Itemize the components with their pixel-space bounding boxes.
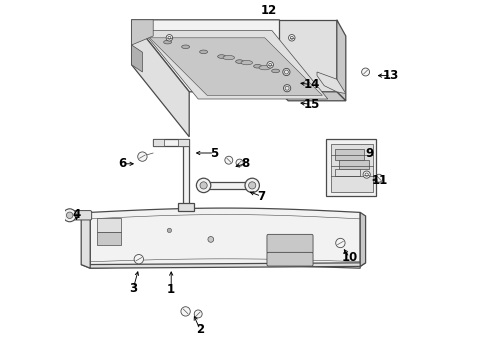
Polygon shape [326, 139, 376, 196]
Polygon shape [132, 45, 143, 72]
Polygon shape [143, 31, 328, 99]
Circle shape [196, 178, 211, 193]
Text: 3: 3 [129, 282, 138, 294]
Text: 9: 9 [365, 147, 373, 159]
Polygon shape [337, 20, 346, 101]
Polygon shape [153, 139, 189, 146]
Polygon shape [98, 218, 121, 232]
Polygon shape [360, 212, 366, 266]
Polygon shape [331, 144, 373, 192]
Circle shape [245, 178, 259, 193]
Polygon shape [178, 139, 189, 146]
Polygon shape [90, 208, 360, 268]
Polygon shape [98, 232, 121, 245]
Text: 11: 11 [372, 174, 388, 186]
Polygon shape [335, 169, 360, 176]
Polygon shape [132, 20, 153, 45]
Polygon shape [339, 160, 369, 169]
Text: 10: 10 [341, 251, 358, 264]
Ellipse shape [182, 45, 190, 49]
Circle shape [225, 156, 233, 164]
Text: 14: 14 [303, 78, 320, 91]
Circle shape [336, 238, 345, 248]
Circle shape [283, 68, 290, 76]
Ellipse shape [164, 40, 171, 44]
Text: 2: 2 [196, 323, 204, 336]
Ellipse shape [236, 60, 244, 63]
Circle shape [375, 174, 383, 182]
Circle shape [167, 228, 171, 233]
Text: 13: 13 [383, 69, 399, 82]
Polygon shape [132, 20, 337, 92]
Polygon shape [149, 38, 322, 95]
Polygon shape [204, 182, 252, 189]
Polygon shape [279, 92, 346, 101]
Circle shape [284, 85, 291, 92]
Circle shape [194, 310, 202, 318]
Circle shape [67, 212, 73, 219]
Ellipse shape [254, 64, 262, 68]
Polygon shape [132, 20, 189, 137]
Circle shape [138, 152, 147, 161]
Ellipse shape [259, 66, 270, 70]
Text: 6: 6 [119, 157, 127, 170]
Polygon shape [153, 139, 164, 146]
Circle shape [363, 171, 370, 178]
Polygon shape [317, 72, 346, 94]
Circle shape [166, 35, 172, 41]
Text: 12: 12 [260, 4, 276, 17]
Polygon shape [335, 149, 364, 160]
Circle shape [267, 62, 273, 68]
FancyBboxPatch shape [69, 211, 92, 220]
Ellipse shape [223, 55, 235, 60]
Polygon shape [81, 212, 90, 268]
Circle shape [289, 35, 295, 41]
FancyBboxPatch shape [267, 234, 313, 253]
Circle shape [134, 255, 144, 264]
Text: 15: 15 [303, 98, 320, 111]
Circle shape [362, 68, 369, 76]
Circle shape [248, 182, 256, 189]
Text: 4: 4 [73, 208, 81, 221]
Ellipse shape [271, 69, 280, 73]
Polygon shape [178, 203, 194, 211]
Text: 5: 5 [210, 147, 219, 159]
Text: 1: 1 [167, 283, 175, 296]
Ellipse shape [199, 50, 208, 54]
Polygon shape [183, 146, 189, 209]
Polygon shape [279, 20, 337, 92]
Ellipse shape [218, 55, 225, 58]
Text: 8: 8 [241, 157, 249, 170]
Text: 7: 7 [257, 190, 265, 203]
Ellipse shape [241, 60, 252, 65]
Circle shape [236, 159, 243, 166]
Circle shape [208, 237, 214, 242]
Circle shape [63, 209, 76, 222]
FancyBboxPatch shape [267, 252, 313, 266]
Polygon shape [81, 263, 366, 268]
Circle shape [200, 182, 207, 189]
Circle shape [181, 307, 190, 316]
